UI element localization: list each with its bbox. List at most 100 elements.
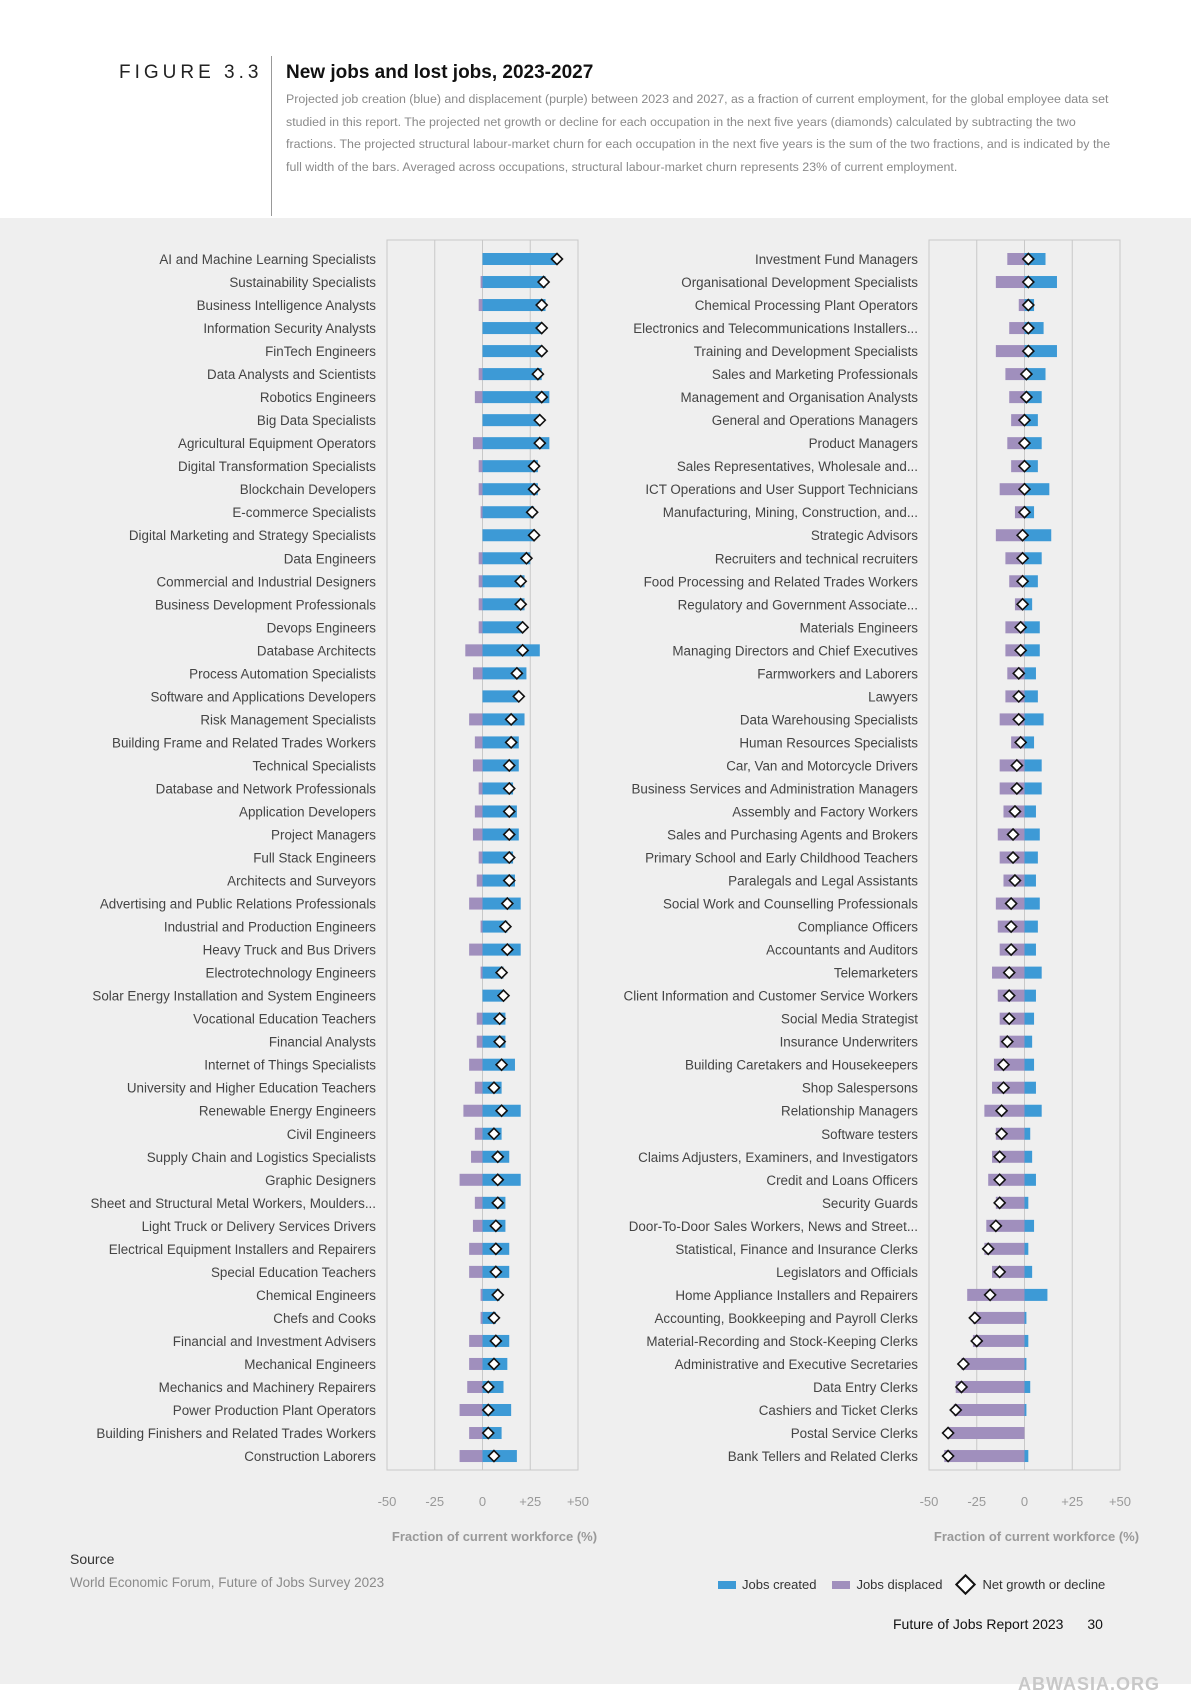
net-diamond	[996, 1058, 1011, 1072]
bar-displaced	[955, 1380, 1025, 1393]
bar-created	[1024, 713, 1044, 726]
x-tick-label: -25	[967, 1494, 986, 1509]
bar-displaced	[472, 759, 483, 772]
category-label: Shop Salespersons	[802, 1081, 918, 1096]
net-diamond	[525, 505, 539, 519]
net-diamond	[1021, 275, 1035, 289]
net-diamond	[489, 1219, 503, 1233]
bar-displaced	[463, 1104, 483, 1117]
net-diamond	[512, 689, 526, 704]
bar-displaced	[459, 1173, 483, 1186]
category-label: Bank Tellers and Related Clerks	[728, 1449, 919, 1464]
net-diamond	[996, 1081, 1011, 1095]
category-label: Farmworkers and Laborers	[757, 666, 918, 681]
category-label: Renewable Energy Engineers	[199, 1104, 376, 1119]
category-label: Risk Management Specialists	[200, 712, 376, 727]
bar-created	[1024, 552, 1042, 565]
net-diamond	[993, 1150, 1007, 1164]
net-diamond	[535, 344, 549, 358]
net-diamond	[496, 989, 511, 1003]
category-label: Internet of Things Specialists	[204, 1058, 376, 1073]
bar-created	[482, 414, 540, 427]
bar-created	[1024, 943, 1036, 956]
category-label: Business Intelligence Analysts	[197, 298, 377, 313]
legend-label-displaced: Jobs displaced	[856, 1577, 943, 1592]
net-diamond	[535, 390, 549, 404]
bar-displaced	[478, 598, 483, 611]
bar-created	[1024, 1012, 1035, 1025]
category-label: Relationship Managers	[781, 1104, 918, 1119]
bar-displaced	[972, 1311, 1025, 1324]
bar-created	[482, 299, 546, 312]
net-diamond	[970, 1334, 984, 1348]
category-label: ICT Operations and User Support Technici…	[645, 482, 918, 497]
bar-displaced	[972, 1334, 1025, 1347]
bar-displaced	[1005, 368, 1025, 381]
net-diamond	[500, 896, 514, 911]
net-diamond	[500, 942, 514, 957]
category-label: Devops Engineers	[267, 620, 377, 635]
category-label: E-commerce Specialists	[232, 505, 376, 520]
category-label: Legislators and Officials	[776, 1265, 918, 1280]
net-diamond	[487, 1311, 501, 1325]
category-label: Special Education Teachers	[211, 1265, 376, 1280]
category-label: Business Development Professionals	[155, 597, 376, 612]
net-diamond	[494, 1058, 509, 1072]
net-diamond	[1019, 390, 1034, 404]
net-diamond	[1010, 758, 1024, 773]
net-diamond	[1019, 367, 1034, 381]
bar-created	[1024, 1219, 1035, 1232]
net-diamond	[515, 620, 530, 634]
bar-displaced	[469, 1058, 483, 1071]
category-label: Regulatory and Government Associate...	[678, 597, 918, 612]
net-diamond	[1017, 436, 1032, 450]
bar-displaced	[478, 621, 483, 634]
category-label: Training and Development Specialists	[694, 344, 919, 359]
x-tick-label: +25	[1061, 1494, 1083, 1509]
net-diamond	[535, 298, 549, 312]
x-tick-label: +25	[519, 1494, 541, 1509]
category-label: Graphic Designers	[265, 1173, 376, 1188]
category-label: Sales and Marketing Professionals	[712, 367, 918, 382]
source-text: World Economic Forum, Future of Jobs Sur…	[70, 1575, 385, 1590]
net-diamond	[493, 1012, 507, 1026]
net-diamond	[941, 1449, 955, 1463]
net-diamond	[1017, 459, 1032, 473]
bar-created	[1024, 1311, 1027, 1324]
category-label: Vocational Education Teachers	[193, 1012, 376, 1027]
category-label: Food Processing and Related Trades Worke…	[644, 574, 919, 589]
net-diamond	[1004, 942, 1018, 957]
net-diamond	[954, 1380, 969, 1394]
category-label: Chefs and Cooks	[273, 1311, 376, 1326]
category-label: Solar Energy Installation and System Eng…	[92, 989, 376, 1004]
bar-created	[482, 506, 535, 519]
category-label: University and Higher Education Teachers	[127, 1081, 376, 1096]
net-diamond	[533, 436, 547, 450]
bar-displaced	[480, 920, 483, 933]
category-label: Postal Service Clerks	[791, 1426, 919, 1441]
category-label: Accounting, Bookkeeping and Payroll Cler…	[655, 1311, 919, 1326]
bar-created	[482, 460, 538, 473]
bar-created	[1024, 1104, 1042, 1117]
bar-displaced	[478, 552, 483, 565]
bar-displaced	[469, 1427, 483, 1440]
net-diamond	[550, 252, 564, 266]
net-diamond	[514, 574, 528, 588]
net-diamond	[535, 321, 549, 335]
bar-displaced	[472, 828, 483, 841]
net-diamond	[993, 1196, 1007, 1210]
category-label: Robotics Engineers	[260, 390, 376, 405]
bar-created	[482, 644, 540, 657]
bar-created	[1024, 1380, 1031, 1393]
bar-created	[482, 598, 525, 611]
net-diamond	[1010, 781, 1024, 796]
legend-swatch-displaced	[832, 1580, 851, 1589]
net-diamond	[510, 666, 524, 680]
legend: Jobs created Jobs displaced Net growth o…	[718, 1573, 1121, 1596]
net-diamond	[1012, 689, 1026, 704]
category-label: Sustainability Specialists	[229, 275, 376, 290]
net-diamond	[519, 551, 534, 565]
category-label: AI and Machine Learning Specialists	[159, 252, 376, 267]
bar-created	[1024, 483, 1050, 496]
net-diamond	[949, 1403, 963, 1417]
